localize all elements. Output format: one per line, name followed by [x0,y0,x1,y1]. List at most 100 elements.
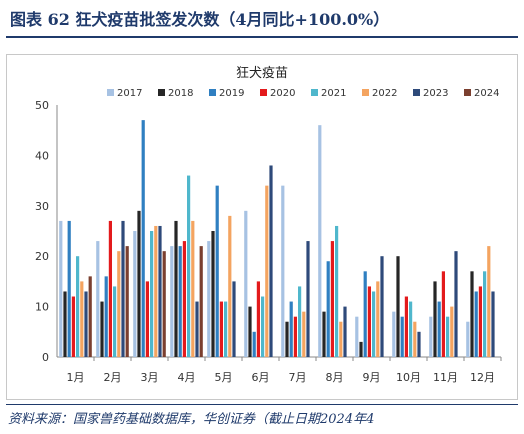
legend-label-2023: 2023 [423,88,448,99]
legend-swatch-2020 [260,89,267,96]
bar-2020-9月 [367,286,371,357]
bar-2023-8月 [343,306,347,357]
chart-container: 狂犬疫苗 2017 2018 2019 2020 2021 2022 2023 2024 0 1… [6,54,518,400]
source-note: 资料来源：国家兽药基础数据库，华创证券（截止日期2024年4 [8,412,375,427]
bar-2020-6月 [256,281,260,357]
chart-legend: 2017 2018 2019 2020 2021 2022 2023 2024 [107,88,499,99]
bar-2021-7月 [298,286,302,357]
y-tick-label: 20 [35,250,49,263]
bar-2021-2月 [113,286,117,357]
bar-2019-12月 [474,291,478,357]
footer-divider [6,404,518,405]
y-tick-label: 10 [35,301,49,314]
bar-2022-7月 [302,311,306,357]
bar-2018-2月 [100,301,104,357]
bar-2023-9月 [380,256,384,357]
chart-bars [59,120,495,358]
bar-2019-10月 [400,316,404,357]
x-tick-label: 11月 [433,371,458,384]
bar-2018-9月 [359,341,363,357]
bar-2017-11月 [429,316,433,357]
bar-2017-9月 [355,316,359,357]
bar-2022-1月 [80,281,84,357]
bar-2021-1月 [76,256,80,357]
legend-label-2017: 2017 [117,88,142,99]
report-header: 图表 62 狂犬疫苗批签发次数（4月同比+100.0%） [0,0,524,38]
bar-2022-3月 [154,225,158,357]
figure-title: 图表 62 狂犬疫苗批签发次数（4月同比+100.0%） [10,10,390,29]
bar-2022-12月 [487,246,491,357]
x-tick-label: 7月 [289,371,307,384]
bar-2017-8月 [318,125,322,357]
x-tick-label: 12月 [470,371,495,384]
x-tick-label: 2月 [104,371,122,384]
bar-2018-6月 [248,306,252,357]
bar-2023-4月 [195,301,199,357]
bar-2021-6月 [261,296,265,357]
legend-label-2021: 2021 [321,88,346,99]
bar-2022-6月 [265,185,269,357]
bar-2018-11月 [433,281,437,357]
y-tick-label: 40 [35,149,49,162]
x-tick-label: 3月 [141,371,159,384]
legend-label-2022: 2022 [372,88,397,99]
bar-2021-9月 [372,291,376,357]
bar-2018-10月 [396,256,400,357]
bar-2023-10月 [417,331,421,357]
bar-2023-6月 [269,165,273,357]
bar-2023-7月 [306,241,310,357]
bar-2020-8月 [330,241,334,357]
bar-2021-12月 [483,271,487,357]
bar-2018-1月 [63,291,67,357]
bar-2021-4月 [187,175,191,357]
bar-2022-2月 [117,251,121,357]
bar-2024-1月 [88,276,92,357]
bar-2018-12月 [470,271,474,357]
bar-2017-2月 [96,241,100,357]
bar-2023-5月 [232,281,236,357]
y-tick-label: 50 [35,99,49,112]
bar-2021-5月 [224,301,228,357]
bar-2019-8月 [326,261,330,357]
x-tick-label: 6月 [252,371,270,384]
bar-2017-6月 [244,210,248,357]
bar-2018-7月 [285,321,289,357]
legend-swatch-2017 [107,89,114,96]
bar-2017-1月 [59,220,63,357]
bar-2023-1月 [84,291,88,357]
bar-2019-11月 [437,301,441,357]
bar-2021-8月 [335,225,339,357]
legend-swatch-2019 [209,89,216,96]
bar-2020-10月 [404,296,408,357]
bar-2020-5月 [219,301,223,357]
x-tick-label: 4月 [178,371,196,384]
bar-2020-3月 [145,281,149,357]
bar-2018-5月 [211,231,215,357]
bar-2022-10月 [413,321,417,357]
x-tick-label: 8月 [326,371,344,384]
legend-swatch-2023 [413,89,420,96]
x-tick-label: 5月 [215,371,233,384]
bar-2017-10月 [392,311,396,357]
bar-2022-5月 [228,215,232,357]
bar-2020-11月 [441,271,445,357]
legend-label-2020: 2020 [270,88,295,99]
bar-2018-4月 [174,220,178,357]
bar-2020-4月 [182,241,186,357]
bar-2023-2月 [121,220,125,357]
legend-label-2018: 2018 [168,88,193,99]
bar-2019-5月 [215,185,219,357]
bar-2021-11月 [446,316,450,357]
bar-2017-4月 [170,246,174,357]
bar-2022-9月 [376,281,380,357]
bar-2019-4月 [178,246,182,357]
legend-swatch-2018 [158,89,165,96]
bar-2022-11月 [450,306,454,357]
legend-label-2024: 2024 [474,88,499,99]
bar-2022-8月 [339,321,343,357]
bar-2019-1月 [67,220,71,357]
chart-title: 狂犬疫苗 [236,65,288,81]
bar-2017-12月 [466,321,470,357]
x-tick-label: 10月 [396,371,421,384]
bar-2024-3月 [162,251,166,357]
